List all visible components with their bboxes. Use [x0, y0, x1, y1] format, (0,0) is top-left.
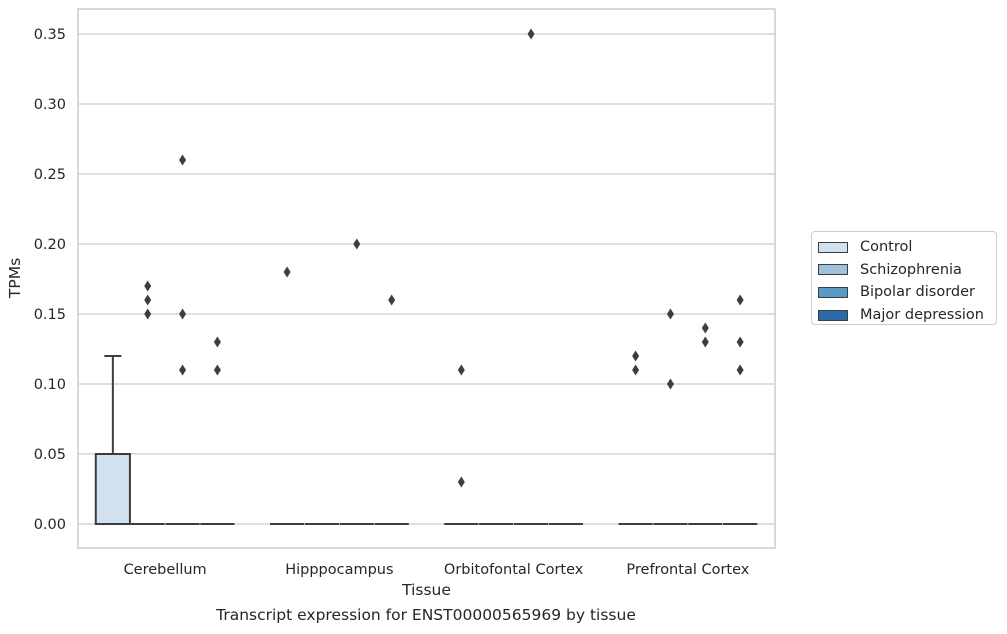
y-tick-label: 0.05	[34, 447, 66, 463]
x-tick-label: Orbitofontal Cortex	[444, 562, 584, 578]
outlier-point	[179, 154, 187, 166]
legend-label: Control	[860, 239, 913, 256]
outlier-point	[736, 364, 744, 376]
outlier-point	[736, 336, 744, 348]
y-axis-ticks: 0.00 0.05 0.10 0.15 0.20 0.25 0.30 0.35	[34, 27, 66, 533]
outlier-point	[736, 294, 744, 306]
series-major-depression	[200, 294, 758, 525]
y-axis-label: TPMs	[6, 258, 24, 299]
series-schizophrenia	[130, 280, 688, 525]
legend-label: Major depression	[860, 307, 984, 324]
series-bipolar-disorder	[165, 28, 723, 525]
outlier-point	[144, 308, 152, 320]
outlier-point	[666, 378, 674, 390]
outlier-point	[666, 308, 674, 320]
outlier-point	[179, 308, 187, 320]
y-tick-label: 0.15	[34, 307, 66, 323]
legend-swatch	[818, 286, 848, 298]
legend-item: Bipolar disorder	[818, 281, 996, 304]
outlier-point	[144, 280, 152, 292]
x-tick-label: Prefrontal Cortex	[626, 562, 749, 578]
outlier-point	[179, 364, 187, 376]
plot-frame	[77, 8, 776, 549]
legend: Control Schizophrenia Bipolar disorder Majo…	[811, 231, 997, 325]
x-tick-label: Hipppocampus	[285, 562, 393, 578]
box	[94, 453, 131, 525]
y-tick-label: 0.35	[34, 27, 66, 43]
outlier-point	[144, 294, 152, 306]
outlier-point	[213, 336, 221, 348]
outlier-point	[353, 238, 361, 250]
outlier-point	[388, 294, 396, 306]
x-tick-label: Cerebellum	[124, 562, 207, 578]
outlier-point	[527, 28, 535, 40]
y-tick-label: 0.25	[34, 167, 66, 183]
series-control	[94, 266, 653, 525]
outlier-point	[701, 322, 709, 334]
outlier-point	[283, 266, 291, 278]
outlier-point	[632, 350, 640, 362]
chart-caption: Transcript expression for ENST0000056596…	[216, 606, 636, 624]
legend-item: Control	[818, 236, 996, 259]
legend-swatch	[818, 264, 848, 276]
box-series	[94, 28, 758, 525]
outlier-point	[457, 364, 465, 376]
y-tick-label: 0.20	[34, 237, 66, 253]
legend-label: Schizophrenia	[860, 261, 962, 278]
outlier-point	[701, 336, 709, 348]
y-tick-label: 0.10	[34, 377, 66, 393]
legend-item: Schizophrenia	[818, 259, 996, 282]
x-axis-label: Tissue	[401, 581, 451, 599]
legend-item: Major depression	[818, 304, 996, 327]
outlier-point	[457, 476, 465, 488]
outlier-point	[213, 364, 221, 376]
legend-label: Bipolar disorder	[860, 284, 975, 301]
gridlines	[78, 33, 775, 525]
y-tick-label: 0.00	[34, 517, 66, 533]
outlier-point	[632, 364, 640, 376]
legend-swatch	[818, 241, 848, 253]
legend-swatch	[818, 309, 848, 321]
x-axis-ticks: Cerebellum Hipppocampus Orbitofontal Corte…	[124, 562, 750, 578]
y-tick-label: 0.30	[34, 97, 66, 113]
